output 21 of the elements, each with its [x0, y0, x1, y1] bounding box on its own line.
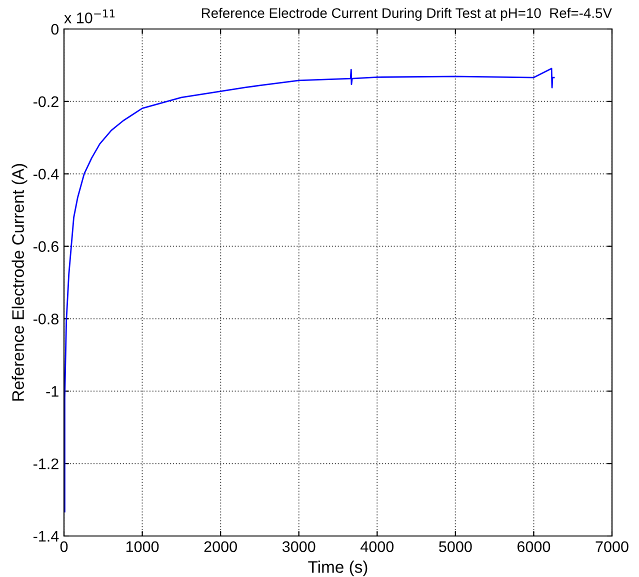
x-tick-label: 4000: [360, 541, 394, 552]
x-tick-label: 3000: [282, 541, 316, 552]
y-tick-label: -1.2: [33, 458, 58, 470]
x-tick-label: 1000: [126, 541, 159, 552]
x-tick-label: 5000: [439, 541, 472, 552]
y-tick-label: -0.4: [33, 168, 59, 180]
chart-title: Reference Electrode Current During Drift Test at pH=10 Ref=-4.5V: [202, 8, 612, 21]
x-tick-label: 7000: [596, 541, 628, 552]
x-tick-label: 2000: [204, 541, 237, 552]
y-tick-label: 0: [51, 24, 59, 35]
y-tick-label: -1: [46, 386, 58, 397]
text: x 10$^{−11}$: [64, 10, 115, 24]
y-tick-label: -0.2: [33, 96, 58, 108]
x-tick-label: 0: [60, 541, 68, 552]
line-series: [64, 68, 555, 512]
y-tick-label: -0.6: [33, 241, 58, 252]
y-axis-title: Reference Electrode Current (A): [12, 164, 28, 401]
x-axis-title: Time (s): [308, 560, 368, 576]
y-tick-label: -1.4: [33, 531, 59, 542]
y-tick-label: -0.8: [33, 314, 58, 324]
x-tick-label: 6000: [518, 541, 550, 552]
